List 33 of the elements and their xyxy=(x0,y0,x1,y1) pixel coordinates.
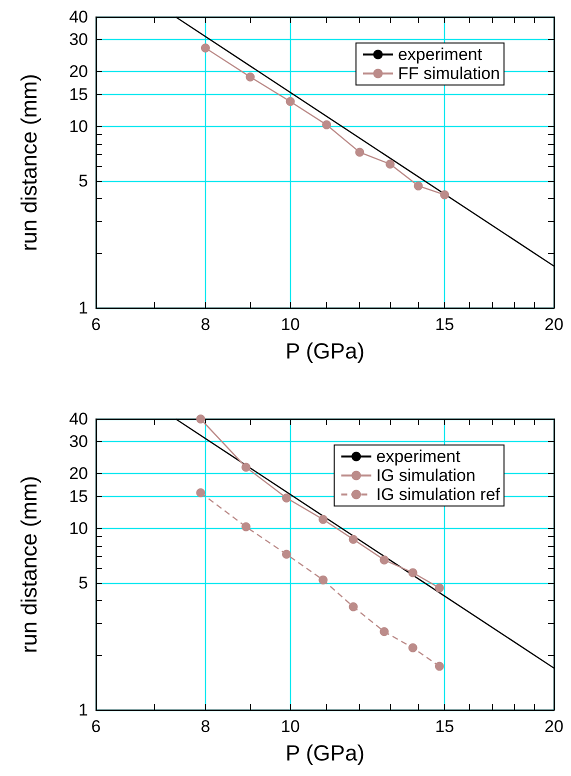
x-tick-label: 8 xyxy=(200,717,210,736)
y-tick-label: 5 xyxy=(78,574,88,593)
y-tick-label: 20 xyxy=(69,464,88,484)
x-tick-label: 6 xyxy=(91,315,101,334)
y-tick-label: 10 xyxy=(69,518,88,538)
legend-label: FF simulation xyxy=(398,64,500,83)
y-tick-label: 10 xyxy=(69,116,88,136)
x-tick-label: 8 xyxy=(200,315,210,334)
y-axis-title: run distance (mm) xyxy=(16,476,42,654)
x-tick-label: 20 xyxy=(544,315,564,334)
x-tick-label: 15 xyxy=(435,315,454,334)
x-tick-label: 10 xyxy=(280,717,300,736)
legend-label: experiment xyxy=(398,45,482,64)
y-tick-label: 20 xyxy=(69,62,88,82)
y-tick-label: 5 xyxy=(78,172,88,191)
y-tick-label: 40 xyxy=(69,410,88,428)
x-axis-title: P (GPa) xyxy=(285,740,365,766)
x-tick-label: 20 xyxy=(544,717,564,736)
y-tick-label: 1 xyxy=(78,700,88,720)
legend-label: experiment xyxy=(376,447,461,466)
y-tick-label: 30 xyxy=(69,432,88,452)
x-axis-title: P (GPa) xyxy=(285,338,365,364)
y-tick-label: 1 xyxy=(78,298,88,318)
y-tick-label: 15 xyxy=(69,486,88,506)
y-tick-label: 30 xyxy=(69,30,88,50)
x-tick-label: 10 xyxy=(280,315,300,334)
y-tick-label: 40 xyxy=(69,8,88,26)
legend-label: IG simulation ref xyxy=(376,485,500,504)
x-tick-label: 15 xyxy=(435,717,454,736)
y-tick-label: 15 xyxy=(69,84,88,104)
legend-label: IG simulation xyxy=(376,466,476,485)
y-axis-title: run distance (mm) xyxy=(16,74,42,252)
x-tick-label: 6 xyxy=(91,717,101,736)
